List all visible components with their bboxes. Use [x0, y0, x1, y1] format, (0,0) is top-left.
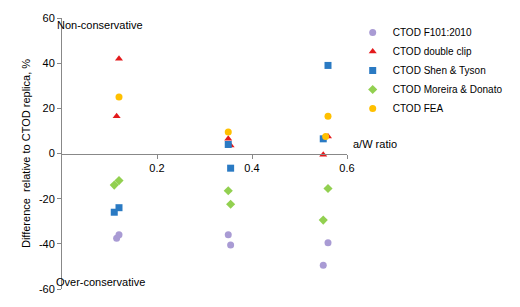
svg-text:Non-conservative: Non-conservative: [57, 19, 143, 31]
svg-text:20: 20: [43, 102, 55, 114]
svg-text:a/W ratio: a/W ratio: [353, 138, 397, 150]
svg-text:Difference relative to CTOD r: Difference relative to CTOD replica, %: [20, 59, 32, 248]
svg-text:CTOD Shen & Tyson: CTOD Shen & Tyson: [393, 65, 486, 76]
svg-text:-20: -20: [39, 193, 55, 205]
svg-text:CTOD double clip: CTOD double clip: [393, 46, 472, 57]
svg-text:60: 60: [43, 12, 55, 24]
svg-text:40: 40: [43, 57, 55, 69]
svg-text:CTOD Moreira & Donato: CTOD Moreira & Donato: [393, 84, 503, 95]
svg-text:0.6: 0.6: [339, 162, 354, 174]
svg-text:0: 0: [49, 147, 55, 159]
svg-text:0.2: 0.2: [149, 162, 164, 174]
svg-text:CTOD FEA: CTOD FEA: [393, 103, 444, 114]
svg-text:Over-conservative: Over-conservative: [56, 276, 145, 288]
svg-text:-60: -60: [39, 283, 55, 295]
svg-text:0.4: 0.4: [244, 162, 259, 174]
svg-text:-40: -40: [39, 238, 55, 250]
svg-text:CTOD F101:2010: CTOD F101:2010: [393, 27, 472, 38]
